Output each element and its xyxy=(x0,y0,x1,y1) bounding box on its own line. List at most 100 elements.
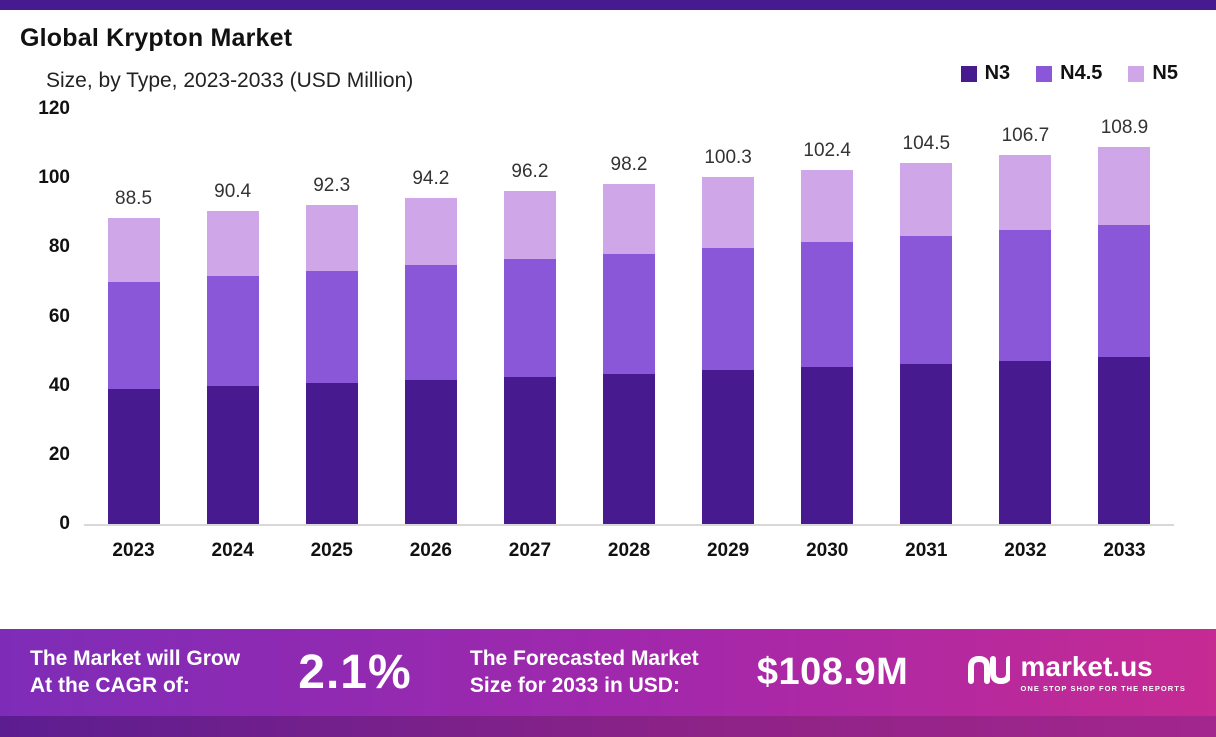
bar-segment-n5 xyxy=(900,162,953,237)
plot-area: 88.5 90.4 92.3 94.2 96.2 98.2 100.3 102.4 104.5 1… xyxy=(38,98,1174,534)
chart-title: Global Krypton Market xyxy=(20,24,293,52)
bar-segment-n5 xyxy=(1098,147,1151,225)
cagr-value: 2.1% xyxy=(298,646,412,699)
chart-subtitle: Size, by Type, 2023-2033 (USD Million) xyxy=(46,69,414,92)
bar-segment-n45 xyxy=(702,248,755,371)
y-axis-tick-label: 120 xyxy=(38,98,70,119)
top-accent-bar xyxy=(0,0,1216,10)
bar-segment-n3 xyxy=(702,370,755,524)
stacked-bar xyxy=(1098,147,1151,524)
bar-segment-n5 xyxy=(206,211,259,277)
y-axis-tick-label: 80 xyxy=(48,236,70,258)
bar-segment-n5 xyxy=(107,217,160,282)
logo-text-wrap: market.us ONE STOP SHOP FOR THE REPORTS xyxy=(1020,650,1186,693)
x-axis-label: 2025 xyxy=(310,540,353,561)
bar-segment-n5 xyxy=(503,191,556,260)
bar-segment-n3 xyxy=(503,376,556,524)
stacked-bar xyxy=(603,184,656,524)
stacked-bar xyxy=(801,169,854,524)
bar-total-label: 108.9 xyxy=(1100,117,1149,139)
legend-label: N4.5 xyxy=(1060,62,1103,84)
stacked-bar xyxy=(404,198,457,524)
bar-group-2031: 104.5 xyxy=(877,133,976,524)
bar-total-label: 104.5 xyxy=(902,132,951,154)
cagr-label: The Market will Grow At the CAGR of: xyxy=(30,646,240,699)
bar-total-label: 94.2 xyxy=(412,168,450,190)
stacked-bar xyxy=(503,191,556,524)
bar-segment-n3 xyxy=(107,389,160,524)
y-axis-tick-label: 60 xyxy=(48,305,70,327)
bars: 88.5 90.4 92.3 94.2 96.2 98.2 100.3 102.4 104.5 1… xyxy=(84,109,1174,524)
stacked-bar xyxy=(702,177,755,524)
bottom-banner: The Market will Grow At the CAGR of: 2.1… xyxy=(0,629,1216,716)
x-axis-label: 2028 xyxy=(607,540,651,561)
forecast-value: $108.9M xyxy=(756,651,909,693)
x-axis-labels: 2023 2024 2025 2026 2027 2028 2029 2030 2031 2032… xyxy=(84,540,1174,562)
bar-group-2032: 106.7 xyxy=(976,125,1075,524)
bar-segment-n5 xyxy=(999,155,1052,231)
bar-segment-n45 xyxy=(206,276,259,387)
y-axis-tick-label: 100 xyxy=(38,167,70,189)
bar-segment-n5 xyxy=(305,204,358,271)
logo-name: market.us xyxy=(1020,650,1153,682)
bar-group-2026: 94.2 xyxy=(381,168,480,524)
legend-label: N3 xyxy=(984,62,1011,84)
bar-total-label: 98.2 xyxy=(610,154,648,176)
x-axis-label: 2029 xyxy=(706,540,750,561)
x-axis-label: 2024 xyxy=(211,540,254,561)
legend-label: N5 xyxy=(1152,62,1178,84)
logo-tagline: ONE STOP SHOP FOR THE REPORTS xyxy=(1020,683,1186,693)
bar-segment-n3 xyxy=(1098,357,1151,524)
bar-segment-n45 xyxy=(801,242,854,367)
stacked-bar xyxy=(999,155,1052,524)
bar-group-2027: 96.2 xyxy=(480,161,579,524)
stacked-bar xyxy=(206,211,259,524)
forecast-label: The Forecasted Market Size for 2033 in U… xyxy=(470,646,699,699)
bar-segment-n3 xyxy=(305,382,358,524)
bar-group-2029: 100.3 xyxy=(679,147,778,524)
cagr-label-line2: At the CAGR of: xyxy=(30,673,190,697)
bar-total-label: 106.7 xyxy=(1001,125,1050,147)
x-axis-label: 2026 xyxy=(409,540,452,561)
bar-group-2030: 102.4 xyxy=(778,140,877,524)
market-us-logo: market.us ONE STOP SHOP FOR THE REPORTS xyxy=(966,650,1186,693)
y-axis-tick-label: 40 xyxy=(48,374,70,396)
forecast-label-line2: Size for 2033 in USD: xyxy=(469,673,680,697)
bar-group-2024: 90.4 xyxy=(183,181,282,524)
x-axis-label: 2027 xyxy=(508,540,552,561)
y-axis-tick-label: 0 xyxy=(59,513,70,534)
bar-total-label: 90.4 xyxy=(214,181,252,203)
bar-segment-n45 xyxy=(503,259,556,377)
stacked-bar xyxy=(107,217,160,524)
bar-segment-n3 xyxy=(206,386,259,524)
legend-item-n5: N5 xyxy=(1128,62,1178,85)
stacked-bar xyxy=(900,162,953,524)
bar-segment-n3 xyxy=(999,360,1052,524)
bar-segment-n3 xyxy=(404,379,457,524)
cagr-label-line1: The Market will Grow xyxy=(30,647,241,671)
bar-segment-n45 xyxy=(305,270,358,383)
bar-segment-n45 xyxy=(107,281,160,390)
bar-segment-n5 xyxy=(603,184,656,254)
x-axis-label: 2031 xyxy=(905,540,948,561)
stacked-bar xyxy=(305,204,358,524)
legend-item-n3: N3 xyxy=(960,62,1011,85)
bar-total-label: 88.5 xyxy=(115,187,153,209)
legend-swatch xyxy=(960,65,977,82)
plot-wrap: 88.5 90.4 92.3 94.2 96.2 98.2 100.3 102.4 104.5 1… xyxy=(38,98,1174,562)
bar-segment-n45 xyxy=(404,265,457,380)
bar-segment-n45 xyxy=(900,236,953,364)
bar-segment-n45 xyxy=(1098,224,1151,358)
bar-segment-n5 xyxy=(801,169,854,243)
bar-total-label: 100.3 xyxy=(704,147,752,169)
bar-total-label: 92.3 xyxy=(313,174,351,196)
bar-group-2028: 98.2 xyxy=(579,154,678,524)
forecast-label-line1: The Forecasted Market xyxy=(469,647,699,671)
bar-group-2023: 88.5 xyxy=(84,188,183,524)
x-axis-label: 2033 xyxy=(1103,540,1146,561)
chart-card: Global Krypton Market Size, by Type, 202… xyxy=(0,10,1216,629)
bar-segment-n5 xyxy=(404,198,457,266)
legend-item-n45: N4.5 xyxy=(1036,62,1102,85)
x-axis-label: 2032 xyxy=(1004,540,1047,561)
